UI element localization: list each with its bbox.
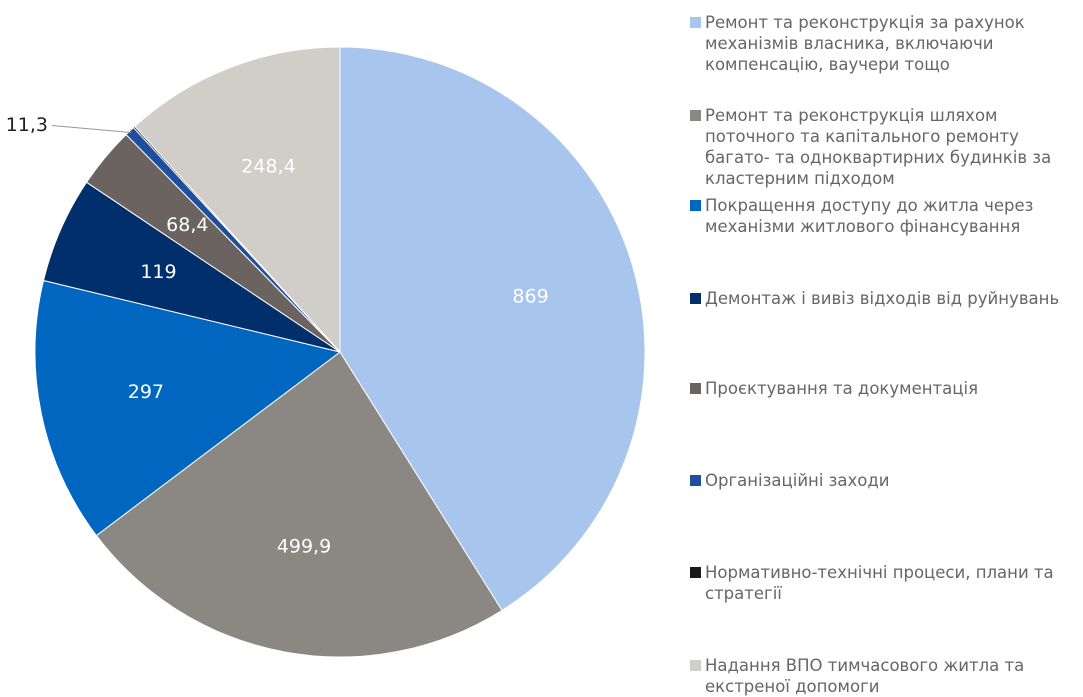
data-label: 499,9	[277, 535, 331, 557]
pie-slice	[339, 46, 646, 612]
legend-swatch	[690, 110, 701, 121]
legend-item: Покращення доступу до житла через механі…	[690, 195, 1080, 237]
legend-item: Ремонт та реконструкція за рахунок механ…	[690, 12, 1080, 75]
data-label: 248,4	[241, 156, 295, 178]
pie-slice	[95, 351, 503, 658]
data-label: 68,4	[166, 214, 208, 236]
legend-item: Організаційні заходи	[690, 470, 1080, 491]
legend-swatch	[690, 660, 701, 671]
chart: 869 499,9 297 119 68,4 11,3 248,4	[6, 46, 646, 658]
legend-swatch	[690, 567, 701, 578]
legend-swatch	[690, 475, 701, 486]
data-label: 11,3	[6, 114, 48, 136]
legend-label: Покращення доступу до житла через механі…	[705, 196, 1034, 236]
legend-label: Надання ВПО тимчасового житла та екстрен…	[705, 656, 1025, 696]
pie-slice	[134, 46, 341, 354]
legend-swatch	[690, 293, 701, 304]
legend-label: Демонтаж і вивіз відходів від руйнувань	[705, 289, 1060, 308]
legend-item: Надання ВПО тимчасового житла та екстрен…	[690, 655, 1080, 697]
legend-label: Ремонт та реконструкція за рахунок механ…	[705, 13, 1025, 74]
pie-slice	[34, 279, 342, 537]
data-label: 297	[128, 381, 164, 403]
legend-item: Демонтаж і вивіз відходів від руйнувань	[690, 288, 1080, 309]
legend-label: Проєктування та документація	[705, 379, 979, 398]
legend-item: Нормативно-технічні процеси, плани та ст…	[690, 562, 1080, 604]
data-label: 119	[140, 261, 176, 283]
legend-swatch	[690, 383, 701, 394]
legend-label: Організаційні заходи	[705, 471, 890, 490]
legend-swatch	[690, 200, 701, 211]
legend-item: Ремонт та реконструкція шляхом поточного…	[690, 105, 1080, 189]
legend-label: Ремонт та реконструкція шляхом поточного…	[705, 106, 1052, 188]
leader-line	[51, 125, 132, 134]
legend-item: Проєктування та документація	[690, 378, 1080, 399]
legend-swatch	[690, 17, 701, 28]
legend-label: Нормативно-технічні процеси, плани та ст…	[705, 563, 1054, 603]
data-label: 869	[512, 286, 548, 308]
